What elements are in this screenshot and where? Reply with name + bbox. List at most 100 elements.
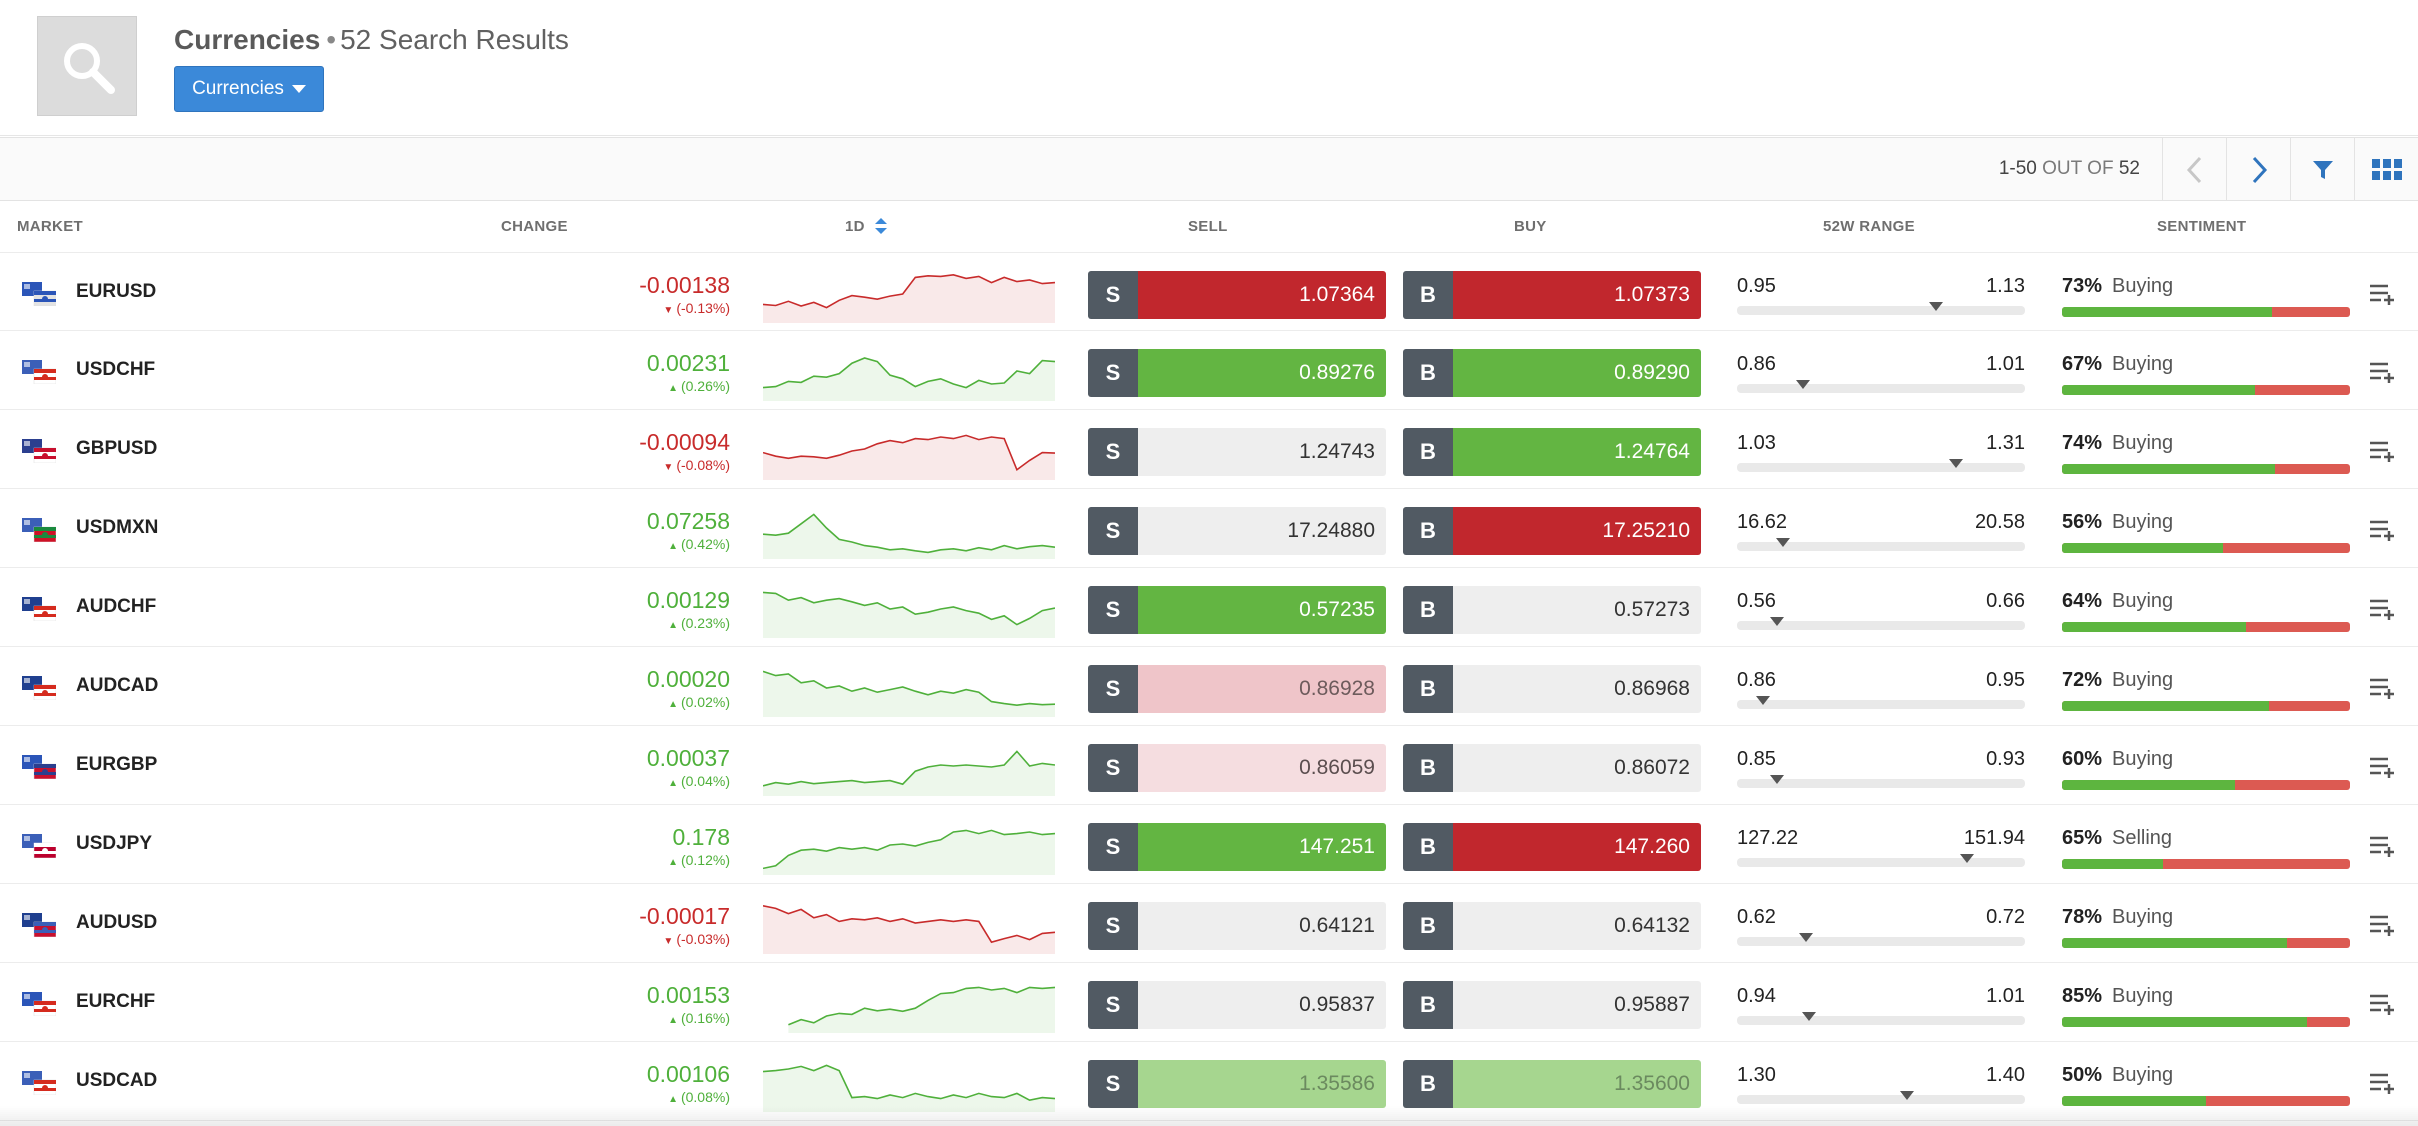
buy-button[interactable]: B 1.35600	[1403, 1060, 1701, 1108]
change-value: -0.00017	[639, 903, 730, 929]
market-row[interactable]: USDJPY 0.178 ▲ (0.12%) S 147.251 B 147.26…	[0, 805, 2418, 884]
col-sentiment[interactable]: SENTIMENT	[2157, 218, 2247, 235]
sentiment-fill	[2062, 385, 2255, 395]
range-track	[1737, 1095, 2025, 1104]
change-percent-text: (0.12%)	[680, 852, 730, 868]
range-low: 16.62	[1737, 511, 1788, 533]
market-symbol[interactable]: USDJPY	[76, 833, 153, 854]
buy-button[interactable]: B 147.260	[1403, 823, 1701, 871]
market-row[interactable]: EURUSD -0.00138 ▼ (-0.13%) S 1.07364 B 1.…	[0, 252, 2418, 331]
buy-button[interactable]: B 17.25210	[1403, 507, 1701, 555]
sell-button[interactable]: S 0.89276	[1088, 349, 1386, 397]
buy-button[interactable]: B 1.24764	[1403, 428, 1701, 476]
buy-button[interactable]: B 0.64132	[1403, 902, 1701, 950]
range-marker-icon	[1900, 1091, 1914, 1100]
change-value: 0.00129	[646, 587, 730, 613]
sell-button[interactable]: S 0.57235	[1088, 586, 1386, 634]
sparkline-area	[763, 751, 1055, 796]
col-market[interactable]: MARKET	[17, 218, 83, 235]
add-to-watchlist-icon[interactable]	[2368, 756, 2396, 778]
market-row[interactable]: AUDCAD 0.00020 ▲ (0.02%) S 0.86928 B 0.86…	[0, 647, 2418, 726]
buy-button[interactable]: B 0.86072	[1403, 744, 1701, 792]
market-symbol[interactable]: USDCHF	[76, 359, 156, 380]
sentiment-percent: 56%	[2062, 511, 2103, 533]
range-track	[1737, 621, 2025, 630]
add-to-watchlist-icon[interactable]	[2368, 519, 2396, 541]
market-symbol[interactable]: EURUSD	[76, 281, 157, 302]
range-track	[1737, 937, 2025, 946]
add-to-watchlist-icon[interactable]	[2368, 283, 2396, 305]
market-symbol[interactable]: EURGBP	[76, 754, 158, 775]
add-to-watchlist-icon[interactable]	[2368, 993, 2396, 1015]
sentiment-label: Buying	[2112, 1064, 2174, 1086]
category-dropdown[interactable]: Currencies	[174, 66, 324, 112]
range-low: 0.62	[1737, 906, 1776, 928]
market-symbol[interactable]: EURCHF	[76, 991, 156, 1012]
sparkline-area	[763, 671, 1055, 717]
chevron-left-icon	[2186, 156, 2201, 183]
sparkline-chart	[763, 829, 1055, 875]
search-button[interactable]	[37, 16, 137, 116]
market-row[interactable]: USDMXN 0.07258 ▲ (0.42%) S 17.24880 B 17.…	[0, 489, 2418, 568]
sell-tag: S	[1088, 665, 1138, 713]
add-to-watchlist-icon[interactable]	[2368, 598, 2396, 620]
sentiment-label: Buying	[2112, 275, 2174, 297]
next-page-button[interactable]	[2226, 138, 2290, 201]
sparkline-line	[763, 273, 1055, 309]
market-row[interactable]: EURGBP 0.00037 ▲ (0.04%) S 0.86059 B 0.86…	[0, 726, 2418, 805]
col-52w-range[interactable]: 52W RANGE	[1823, 218, 1915, 235]
sparkline-chart	[763, 357, 1055, 401]
market-symbol[interactable]: USDCAD	[76, 1070, 158, 1091]
buy-tag: B	[1403, 1060, 1453, 1108]
buy-button[interactable]: B 0.89290	[1403, 349, 1701, 397]
sell-button[interactable]: S 0.64121	[1088, 902, 1386, 950]
buy-button[interactable]: B 0.57273	[1403, 586, 1701, 634]
prev-page-button[interactable]	[2162, 138, 2226, 201]
market-row[interactable]: USDCAD 0.00106 ▲ (0.08%) S 1.35586 B 1.35…	[0, 1042, 2418, 1121]
change-percent-text: (-0.13%)	[676, 300, 730, 316]
buy-button[interactable]: B 1.07373	[1403, 271, 1701, 319]
sell-button[interactable]: S 0.86928	[1088, 665, 1386, 713]
sell-button[interactable]: S 1.07364	[1088, 271, 1386, 319]
market-row[interactable]: AUDUSD -0.00017 ▼ (-0.03%) S 0.64121 B 0.…	[0, 884, 2418, 963]
col-buy[interactable]: BUY	[1514, 218, 1547, 235]
market-row[interactable]: AUDCHF 0.00129 ▲ (0.23%) S 0.57235 B 0.57…	[0, 568, 2418, 647]
market-row[interactable]: GBPUSD -0.00094 ▼ (-0.08%) S 1.24743 B 1.…	[0, 410, 2418, 489]
col-change[interactable]: CHANGE	[501, 218, 568, 235]
add-to-watchlist-icon[interactable]	[2368, 1072, 2396, 1094]
buy-price: 17.25210	[1453, 507, 1701, 555]
sell-button[interactable]: S 17.24880	[1088, 507, 1386, 555]
add-to-watchlist-icon[interactable]	[2368, 440, 2396, 462]
buy-button[interactable]: B 0.86968	[1403, 665, 1701, 713]
sell-button[interactable]: S 0.95837	[1088, 981, 1386, 1029]
grid-view-button[interactable]	[2354, 138, 2418, 201]
sentiment-label: Buying	[2112, 432, 2174, 454]
market-symbol[interactable]: AUDCAD	[76, 675, 159, 696]
sell-button[interactable]: S 147.251	[1088, 823, 1386, 871]
market-symbol[interactable]: AUDCHF	[76, 596, 157, 617]
market-symbol[interactable]: USDMXN	[76, 517, 159, 538]
range-marker-icon	[1949, 459, 1963, 468]
add-to-watchlist-icon[interactable]	[2368, 677, 2396, 699]
col-period[interactable]: 1D	[845, 218, 888, 235]
market-symbol[interactable]: GBPUSD	[76, 438, 158, 459]
add-to-watchlist-icon[interactable]	[2368, 835, 2396, 857]
market-row[interactable]: EURCHF 0.00153 ▲ (0.16%) S 0.95837 B 0.95…	[0, 963, 2418, 1042]
col-sell[interactable]: SELL	[1188, 218, 1228, 235]
market-row[interactable]: USDCHF 0.00231 ▲ (0.26%) S 0.89276 B 0.89…	[0, 331, 2418, 410]
range-marker-icon	[1756, 696, 1770, 705]
search-icon	[64, 43, 115, 94]
market-symbol[interactable]: AUDUSD	[76, 912, 158, 933]
sell-button[interactable]: S 0.86059	[1088, 744, 1386, 792]
add-to-watchlist-icon[interactable]	[2368, 361, 2396, 383]
category-title: Currencies	[174, 24, 321, 55]
sell-button[interactable]: S 1.35586	[1088, 1060, 1386, 1108]
add-to-watchlist-icon[interactable]	[2368, 914, 2396, 936]
sell-button[interactable]: S 1.24743	[1088, 428, 1386, 476]
sparkline-area	[763, 1065, 1055, 1112]
filter-button[interactable]	[2290, 138, 2354, 201]
triangle-up-icon: ▲	[668, 778, 678, 789]
buy-button[interactable]: B 0.95887	[1403, 981, 1701, 1029]
range-high: 0.93	[1986, 748, 2025, 770]
sparkline-line	[763, 905, 1055, 944]
